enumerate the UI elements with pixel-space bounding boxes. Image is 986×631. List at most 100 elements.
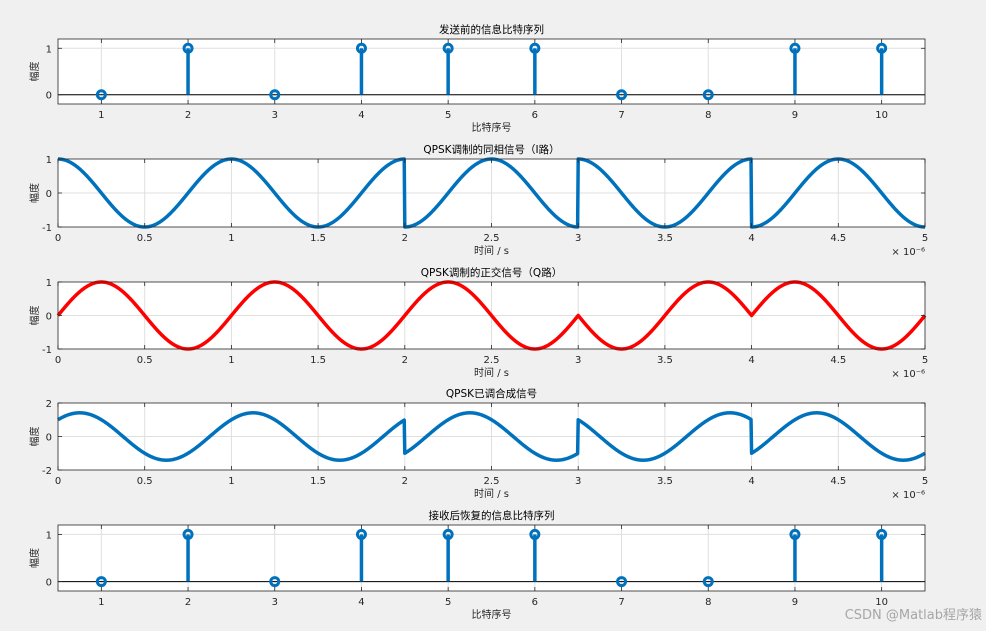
x-tick-label: 1 [98,597,104,608]
x-tick-label: 4 [358,110,364,121]
axes-box [57,38,926,105]
stem-marker [269,89,281,101]
y-tick-label: 0 [46,578,52,589]
x-tick-label: 3.5 [657,355,673,366]
stem-marker [182,528,194,540]
x-axis-exponent: × 10⁻⁶ [891,247,925,258]
y-tick-label: 2 [46,399,52,410]
x-tick-label: 3 [575,355,581,366]
x-tick-label: 1.5 [310,476,326,487]
x-tick-label: 2.5 [484,355,500,366]
stem-marker [876,528,888,540]
x-tick-label: 0.5 [137,355,153,366]
y-tick-label: 0 [46,312,52,323]
x-tick-label: 10 [875,110,888,121]
x-tick-label: 4 [358,597,364,608]
y-tick-label: 1 [46,44,52,55]
x-tick-label: 1 [98,110,104,121]
subplot-2: 0 0.5 1 1.5 2 2.5 3 3.5 4 4.5 5-101QPSK调制的同相信号（I路）… [28,143,928,258]
subplot-title: 接收后恢复的信息比特序列 [429,509,555,522]
x-tick-label: 3 [272,110,278,121]
x-tick-label: 0 [55,355,61,366]
signal-line [56,280,927,351]
stem-marker [529,528,541,540]
y-axis-label: 幅度 [28,427,41,447]
x-tick-label: 2.5 [484,476,500,487]
stem-marker [95,89,107,101]
x-tick-label: 0.5 [137,476,153,487]
y-axis-label: 幅度 [28,306,41,326]
subplot-title: QPSK调制的正交信号（Q路） [421,266,562,279]
axes-box [57,524,926,592]
subplot-title: QPSK已调合成信号 [446,387,537,400]
x-axis-label: 比特序号 [472,121,512,134]
x-tick-label: 5 [922,476,928,487]
subplot-title: 发送前的信息比特序列 [439,23,544,36]
x-tick-label: 2 [185,597,191,608]
subplot-title: QPSK调制的同相信号（I路） [423,143,559,156]
x-axis-label: 比特序号 [472,608,512,621]
x-axis-label: 时间 / s [474,487,509,500]
x-tick-label: 2 [402,355,408,366]
stem-marker [442,528,454,540]
x-tick-label: 7 [618,110,624,121]
y-tick-label: -2 [42,466,52,477]
x-tick-label: 2.5 [484,233,500,244]
y-tick-label: -1 [42,223,52,234]
x-axis-label: 时间 / s [474,244,509,257]
subplot-3: 0 0.5 1 1.5 2 2.5 3 3.5 4 4.5 5-101QPSK调制的正交信号（Q路）… [28,266,928,380]
y-tick-label: 1 [46,155,52,166]
x-tick-label: 3 [272,597,278,608]
x-tick-label: 2 [185,110,191,121]
x-axis-label: 时间 / s [474,366,509,379]
x-tick-label: 1 [228,476,234,487]
x-tick-label: 4 [748,476,754,487]
x-tick-label: 0.5 [137,233,153,244]
y-tick-label: -1 [42,345,52,356]
x-tick-label: 3 [575,476,581,487]
y-axis-label: 幅度 [28,62,41,82]
stem-marker [702,89,714,101]
plot-area [58,39,925,104]
stem-marker [616,576,628,588]
x-tick-label: 9 [792,110,798,121]
x-tick-label: 5 [445,597,451,608]
x-tick-label: 6 [532,110,538,121]
x-tick-label: 1.5 [310,355,326,366]
stem-marker [355,528,367,540]
stem-marker [269,576,281,588]
x-tick-label: 5 [922,233,928,244]
stem-marker [182,42,194,54]
y-axis-label: 幅度 [28,548,41,568]
x-tick-label: 4.5 [830,476,846,487]
stem-marker [442,42,454,54]
stem-marker [789,42,801,54]
stem-marker [95,576,107,588]
x-tick-label: 2 [402,233,408,244]
stem-marker [616,89,628,101]
y-tick-label: 0 [46,189,52,200]
x-tick-label: 4.5 [830,233,846,244]
stem-marker [789,528,801,540]
y-tick-label: 0 [46,91,52,102]
x-tick-label: 9 [792,597,798,608]
x-axis-exponent: × 10⁻⁶ [891,369,925,380]
x-tick-label: 5 [445,110,451,121]
x-tick-label: 4.5 [830,355,846,366]
x-tick-label: 0 [55,233,61,244]
x-tick-label: 3.5 [657,233,673,244]
x-tick-label: 8 [705,597,711,608]
x-tick-label: 3 [575,233,581,244]
x-tick-label: 1 [228,233,234,244]
y-tick-label: 1 [46,530,52,541]
x-tick-label: 5 [922,355,928,366]
watermark: CSDN @Matlab程序猿 [845,608,982,623]
x-tick-label: 8 [705,110,711,121]
y-tick-label: 1 [46,278,52,289]
stem-marker [529,42,541,54]
